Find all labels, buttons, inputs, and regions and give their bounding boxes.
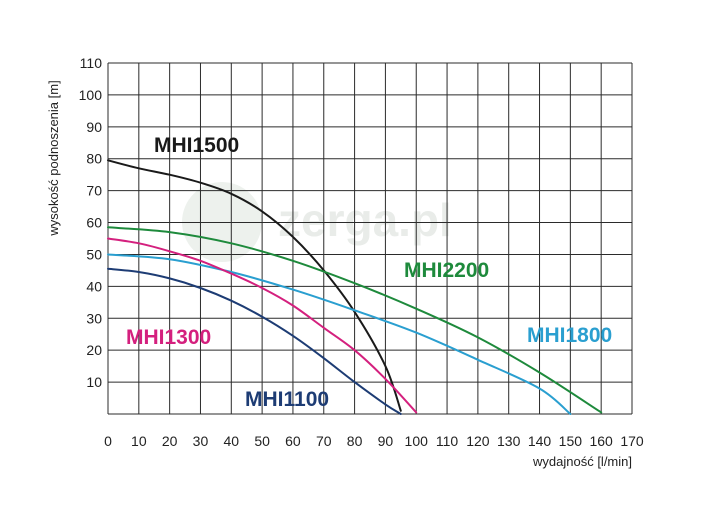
x-axis-title: wydajność [l/min] — [532, 454, 632, 469]
watermark-text: zerga.pl — [278, 194, 452, 246]
x-tick-label: 30 — [193, 433, 209, 449]
series-curves — [107, 159, 603, 415]
x-tick-label: 90 — [378, 433, 394, 449]
y-tick-label: 60 — [86, 215, 102, 231]
series-label-mhi1500: MHI1500 — [154, 134, 239, 157]
x-tick-label: 130 — [497, 433, 521, 449]
x-tick-label: 170 — [620, 433, 644, 449]
y-axis-title: wysokość podnoszenia [m] — [46, 80, 61, 236]
y-tick-label: 110 — [80, 55, 103, 71]
y-tick-label: 20 — [86, 342, 102, 358]
x-axis-ticks: 0 10 20 30 40 50 60 70 80 90 100 110 120 130 140 150 160… — [104, 433, 644, 449]
y-tick-label: 80 — [86, 151, 102, 167]
x-tick-label: 40 — [224, 433, 240, 449]
y-tick-label: 70 — [86, 183, 102, 199]
y-axis-ticks: 10 20 30 40 50 60 70 80 90 100 110 — [79, 55, 103, 390]
series-label-mhi1300: MHI1300 — [126, 326, 211, 349]
x-tick-label: 0 — [104, 433, 112, 449]
watermark-logo-icon — [182, 182, 262, 262]
x-tick-label: 120 — [466, 433, 490, 449]
x-tick-label: 140 — [528, 433, 552, 449]
x-tick-label: 110 — [436, 433, 459, 449]
y-tick-label: 100 — [79, 87, 103, 103]
curve-mhi1800 — [107, 253, 572, 415]
curve-mhi1300 — [107, 237, 418, 414]
x-tick-label: 70 — [316, 433, 332, 449]
y-tick-label: 40 — [86, 278, 102, 294]
y-tick-label: 10 — [86, 374, 102, 390]
watermark: zerga.pl — [182, 182, 452, 262]
x-tick-label: 50 — [254, 433, 270, 449]
series-label-mhi1100: MHI1100 — [245, 388, 329, 411]
series-label-mhi1800: MHI1800 — [527, 324, 612, 347]
y-tick-label: 30 — [86, 310, 102, 326]
x-tick-label: 10 — [131, 433, 147, 449]
x-tick-label: 60 — [285, 433, 301, 449]
x-tick-label: 20 — [162, 433, 178, 449]
x-tick-label: 80 — [347, 433, 363, 449]
y-tick-label: 90 — [86, 119, 102, 135]
curve-mhi1500 — [107, 159, 402, 412]
grid — [107, 62, 633, 415]
curve-mhi2200 — [107, 226, 603, 414]
x-tick-label: 150 — [559, 433, 583, 449]
x-tick-label: 100 — [405, 433, 429, 449]
curve-mhi1100 — [107, 267, 402, 415]
series-labels: MHI1500 MHI2200 MHI1800 MHI1300 MHI1100 — [126, 134, 612, 411]
y-tick-label: 50 — [86, 246, 102, 262]
series-label-mhi2200: MHI2200 — [404, 259, 489, 282]
x-tick-label: 160 — [589, 433, 613, 449]
